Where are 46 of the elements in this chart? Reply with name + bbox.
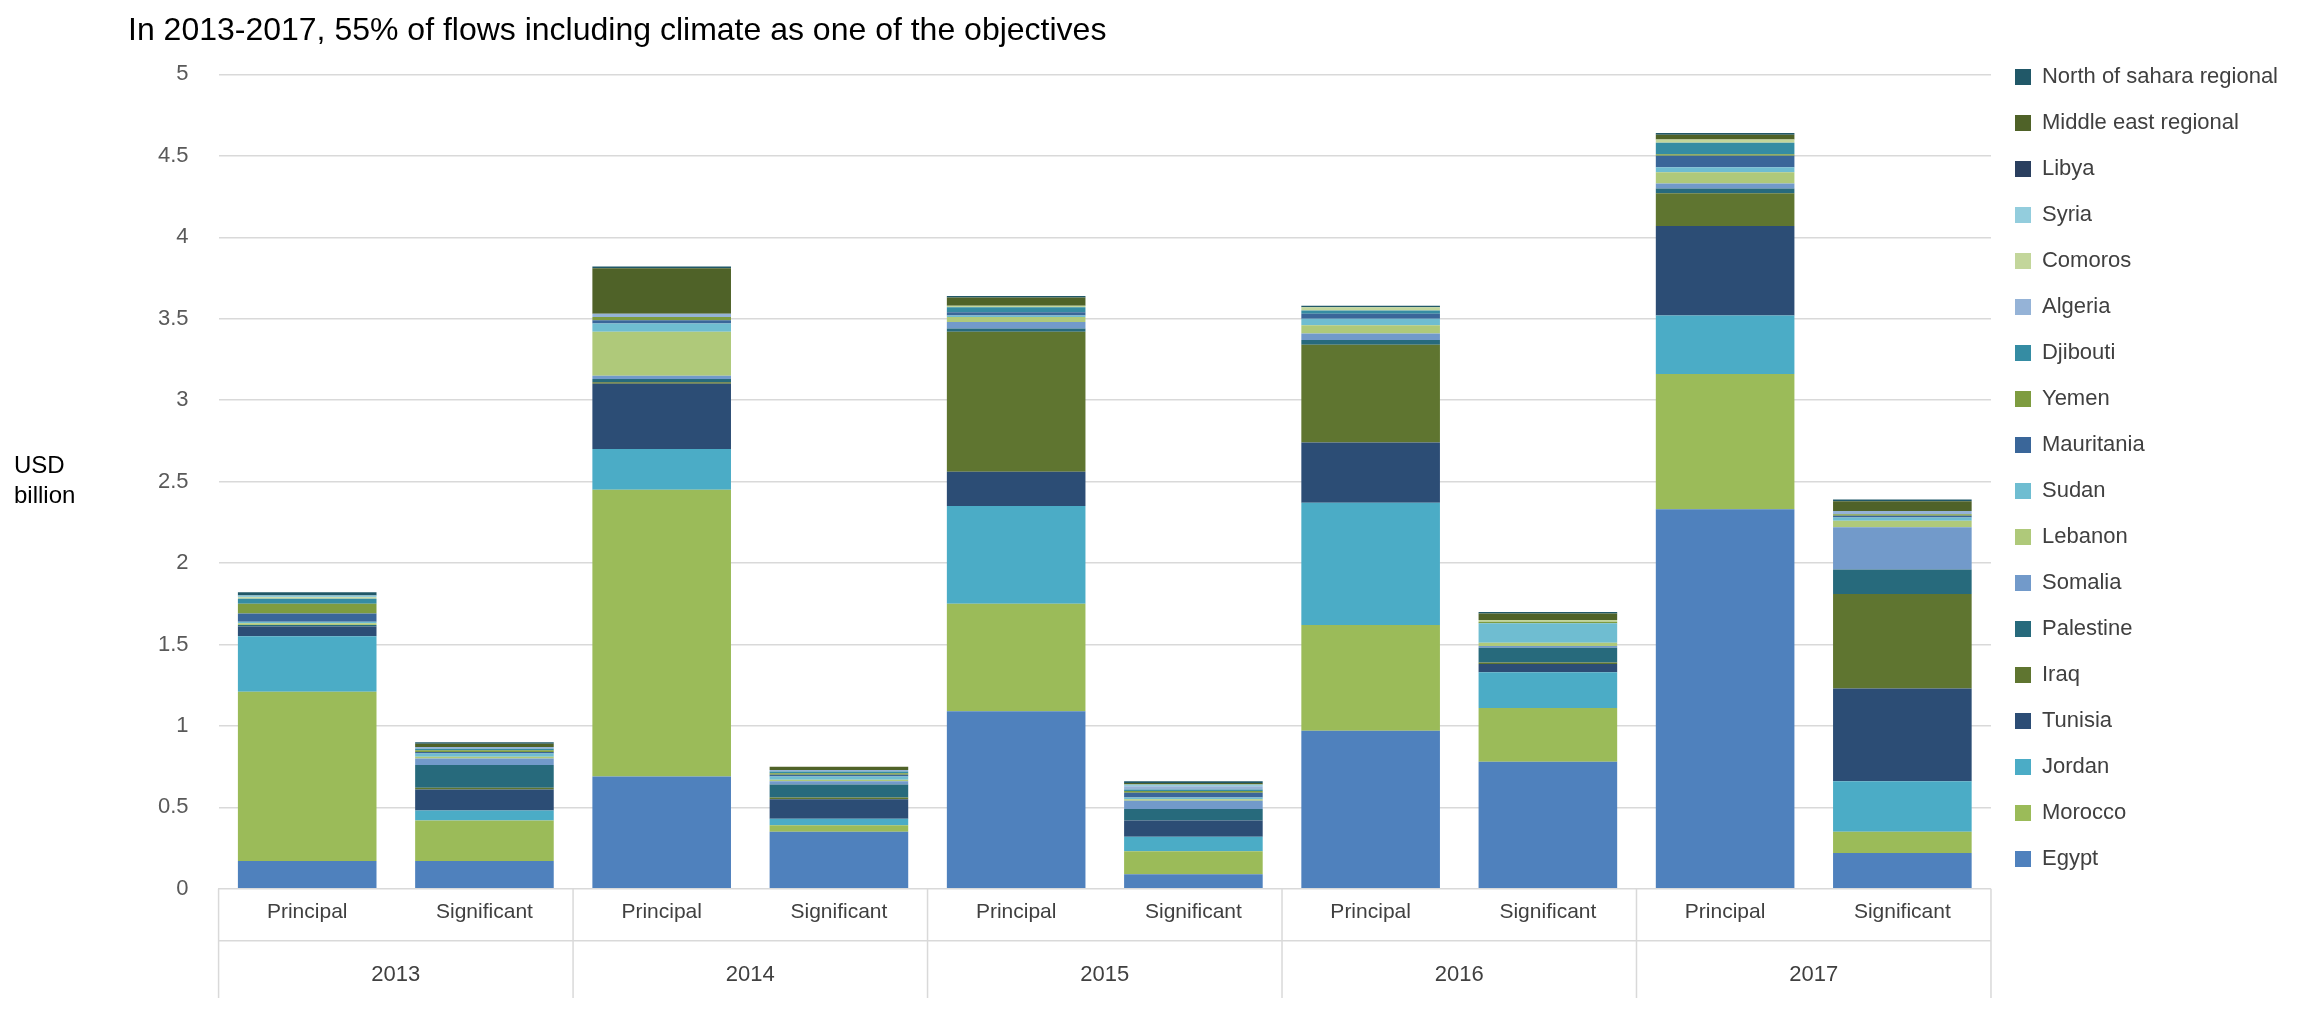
legend-label: Iraq <box>2041 661 2080 687</box>
legend-label: Yemen <box>2041 385 2110 411</box>
legend-label: Lebanon <box>2041 523 2128 549</box>
legend-label: Middle east regional <box>2041 109 2239 135</box>
x-tick-label: Significant <box>1499 899 1597 923</box>
x-tick-label: Principal <box>621 899 702 923</box>
y-tick-label: 2 <box>176 549 189 575</box>
legend-label: Algeria <box>2041 293 2112 319</box>
legend-label: Sudan <box>2041 477 2106 503</box>
chart-title: In 2013-2017, 55% of flows including climate as one of the objectives <box>128 11 1107 48</box>
x-tick-label: Significant <box>1144 899 1243 923</box>
y-tick-label: 3.5 <box>157 304 189 330</box>
legend-label: Comoros <box>2041 247 2132 273</box>
text: 2017 <box>1789 960 1839 986</box>
y-tick-label: 3 <box>176 386 189 412</box>
legend-label: Libya <box>2041 155 2096 181</box>
x-tick-label: Principal <box>975 899 1057 923</box>
y-tick-label: 1 <box>176 711 189 737</box>
y-tick-label: 2.5 <box>157 467 189 493</box>
y-tick-label: 0 <box>176 874 189 900</box>
legend-label: Mauritania <box>2041 431 2146 457</box>
legend-label: Somalia <box>2041 569 2123 595</box>
x-tick-label: Significant <box>436 899 534 923</box>
text: 2014 <box>725 960 775 986</box>
text: 2013 <box>371 960 421 986</box>
legend-label: Jordan <box>2041 753 2110 779</box>
y-tick-label: 4.5 <box>157 141 189 167</box>
x-tick-label: Significant <box>1853 899 1951 923</box>
x-tick-label: Significant <box>790 899 888 923</box>
y-axis-title: USD billion <box>14 451 76 509</box>
y-tick-label: 4 <box>176 223 189 249</box>
legend-label: Djibouti <box>2041 339 2116 365</box>
legend-label: Palestine <box>2041 615 2133 641</box>
x-tick-label: Principal <box>1330 899 1411 923</box>
x-tick-label: Principal <box>266 899 348 923</box>
legend-label: Egypt <box>2041 845 2099 871</box>
y-tick-label: 1.5 <box>157 630 189 656</box>
y-tick-label: 5 <box>176 60 189 86</box>
text: 2015 <box>1080 960 1130 986</box>
legend-label: North of sahara regional <box>2041 63 2278 89</box>
x-tick-label: Principal <box>1684 899 1766 923</box>
legend-label: Syria <box>2041 201 2093 227</box>
legend-label: Morocco <box>2041 799 2127 825</box>
legend-label: Tunisia <box>2041 707 2113 733</box>
text: 2016 <box>1434 960 1484 986</box>
y-tick-label: 0.5 <box>157 793 189 819</box>
